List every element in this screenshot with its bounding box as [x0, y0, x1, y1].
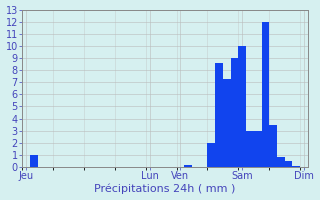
Bar: [269, 125, 277, 167]
Bar: [223, 79, 231, 167]
Bar: [184, 165, 192, 167]
Bar: [30, 155, 37, 167]
Bar: [207, 143, 215, 167]
Bar: [285, 161, 292, 167]
Bar: [231, 58, 238, 167]
X-axis label: Précipitations 24h ( mm ): Précipitations 24h ( mm ): [94, 184, 236, 194]
Bar: [277, 157, 285, 167]
Bar: [292, 166, 300, 167]
Bar: [215, 63, 223, 167]
Bar: [261, 22, 269, 167]
Bar: [246, 131, 254, 167]
Bar: [238, 46, 246, 167]
Bar: [254, 131, 261, 167]
